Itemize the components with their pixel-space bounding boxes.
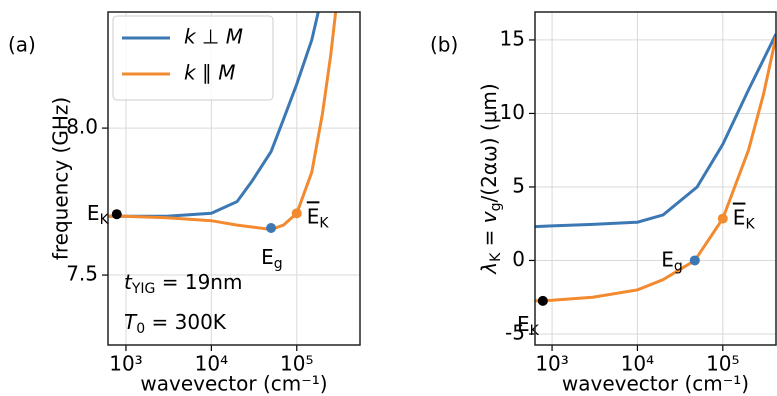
label-part: 0: [136, 321, 145, 337]
label-part: K: [488, 252, 504, 262]
series-line: [108, 12, 338, 232]
label-part: λ: [477, 262, 501, 275]
annotation: tYIG = 19nm: [124, 270, 242, 298]
x-tick-label: 10⁴: [621, 352, 654, 376]
y-axis-label: λK = vg/(2αω) (μm): [477, 83, 505, 274]
label-part: E: [261, 245, 274, 269]
point-label: EK: [87, 201, 110, 229]
label-part: E: [307, 204, 320, 228]
point: [266, 223, 277, 234]
y-tick-label: 8.0: [66, 115, 98, 139]
series-line: [535, 36, 776, 303]
label-part: /(2αω) (μm): [477, 83, 501, 202]
label-part: = 19nm: [155, 270, 242, 294]
series-group: [535, 33, 776, 303]
x-tick-label: 10³: [535, 352, 568, 376]
label-part: =: [477, 223, 501, 252]
label-part: g: [488, 202, 504, 211]
y-tick-label: 5: [512, 173, 525, 197]
label-part: K: [319, 215, 329, 231]
label-part: E: [661, 247, 674, 271]
series-line: [535, 33, 776, 229]
point-label: EK: [307, 204, 330, 232]
y-tick-label: 7.5: [66, 262, 98, 286]
x-axis-label: wavevector (cm⁻¹): [562, 372, 749, 396]
x-tick-label: 10⁴: [195, 352, 228, 376]
y-tick-label: 0: [512, 247, 525, 271]
label-part: K: [100, 212, 110, 228]
label-part: g: [274, 256, 283, 272]
panel-label: (b): [430, 33, 458, 57]
point: [291, 208, 302, 219]
label-part: E: [733, 205, 746, 229]
y-axis-label: frequency (GHz): [49, 97, 73, 260]
point-label: EK: [517, 311, 540, 339]
legend-label: k ⊥ M: [184, 25, 243, 49]
label-part: t: [124, 270, 133, 294]
y-tick-label: -5: [505, 320, 525, 344]
panel-label: (a): [8, 33, 36, 57]
point-label: Eg: [661, 247, 683, 275]
x-tick-label: 10⁵: [280, 352, 313, 376]
label-part: T: [124, 310, 138, 334]
point-label: Eg: [261, 245, 283, 273]
point: [689, 255, 700, 266]
label-part: = 300K: [145, 310, 227, 334]
point: [537, 295, 548, 306]
y-tick-label: 15: [500, 26, 525, 50]
legend-label: k ∥ M: [184, 61, 236, 85]
series-group: [108, 12, 338, 232]
point-label: EK: [733, 205, 756, 233]
axes-frame: [107, 11, 361, 346]
label-part: K: [745, 217, 755, 233]
point: [111, 209, 122, 220]
x-tick-label: 10⁵: [706, 352, 739, 376]
x-axis-label: wavevector (cm⁻¹): [140, 372, 327, 396]
label-part: YIG: [131, 281, 156, 297]
label-part: E: [87, 201, 100, 225]
point: [717, 213, 728, 224]
y-tick-label: 10: [500, 100, 525, 124]
label-part: g: [674, 258, 683, 274]
label-part: v: [477, 210, 501, 223]
axes-frame: [534, 11, 777, 346]
annotation: T0 = 300K: [124, 310, 227, 338]
x-tick-label: 10³: [109, 352, 142, 376]
label-part: E: [517, 311, 530, 335]
